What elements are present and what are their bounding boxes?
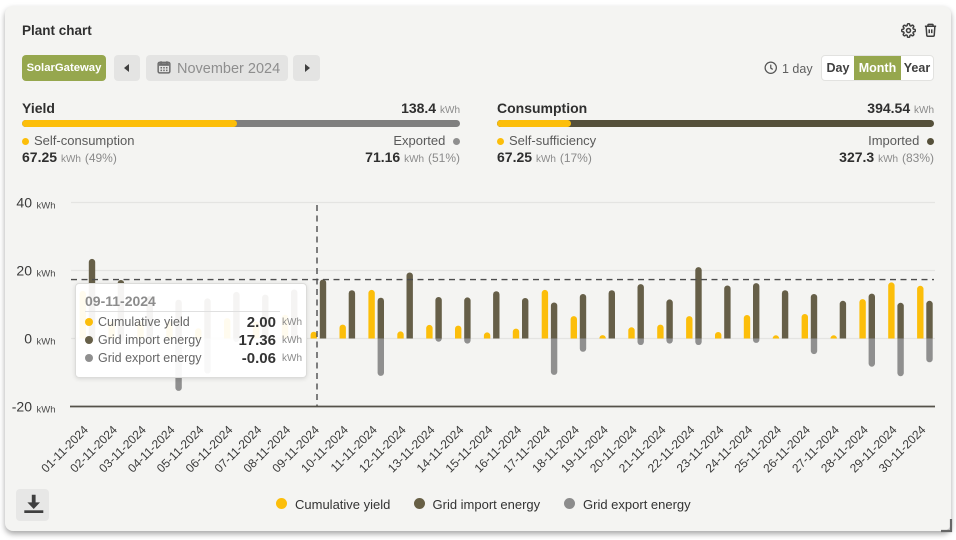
svg-text:kWh: kWh (37, 269, 56, 280)
svg-text:-20: -20 (12, 398, 32, 414)
svg-text:kWh: kWh (37, 405, 56, 416)
svg-text:kWh: kWh (37, 337, 56, 348)
svg-text:kWh: kWh (37, 201, 56, 212)
svg-text:40: 40 (16, 194, 32, 210)
svg-text:0: 0 (24, 330, 32, 346)
svg-text:20: 20 (16, 262, 32, 278)
